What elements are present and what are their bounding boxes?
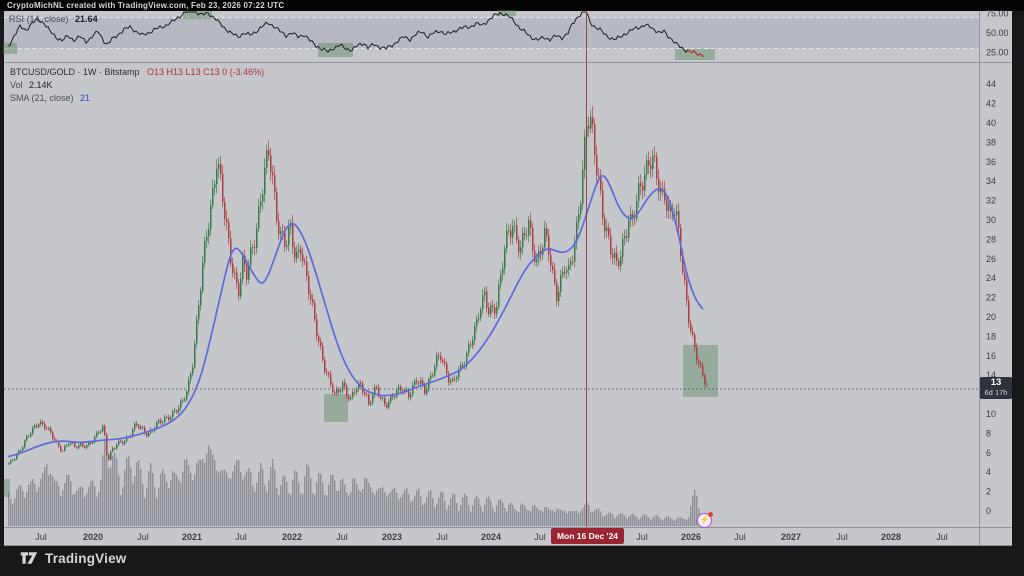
svg-text:24: 24 bbox=[986, 273, 996, 283]
svg-text:28: 28 bbox=[986, 234, 996, 244]
ohlc-values: O13 H13 L13 C13 0 (-3.46%) bbox=[147, 67, 265, 77]
tradingview-logo-text: TradingView bbox=[45, 550, 127, 566]
svg-text:20: 20 bbox=[986, 312, 996, 322]
svg-text:42: 42 bbox=[986, 99, 996, 109]
svg-text:6: 6 bbox=[986, 448, 991, 458]
svg-text:Jul: Jul bbox=[35, 532, 47, 542]
svg-text:50.00: 50.00 bbox=[986, 28, 1009, 38]
svg-text:2021: 2021 bbox=[182, 532, 202, 542]
pane-backgrounds bbox=[4, 11, 1012, 545]
symbol-legend: BTCUSD/GOLD · 1W · Bitstamp O13 H13 L13 … bbox=[10, 66, 264, 105]
pane-borders bbox=[4, 11, 1012, 546]
svg-text:2024: 2024 bbox=[481, 532, 501, 542]
svg-text:36: 36 bbox=[986, 157, 996, 167]
rsi-line-tail bbox=[687, 49, 705, 57]
price-axis[interactable]: 4442403836343230282624222018161412108642… bbox=[986, 9, 1009, 516]
svg-text:0: 0 bbox=[986, 506, 991, 516]
sma-line bbox=[7, 174, 704, 458]
crosshair-date-badge: Mon 16 Dec '24 bbox=[551, 528, 624, 544]
rsi-legend-label: RSI (14, close) bbox=[9, 14, 69, 24]
svg-text:40: 40 bbox=[986, 118, 996, 128]
svg-text:34: 34 bbox=[986, 176, 996, 186]
rsi-legend-value: 21.64 bbox=[75, 14, 98, 24]
notification-dot bbox=[708, 512, 713, 517]
svg-text:Jul: Jul bbox=[936, 532, 948, 542]
volume-row: Vol 2.14K bbox=[10, 79, 264, 92]
volume-value: 2.14K bbox=[29, 80, 53, 90]
sma-label: SMA (21, close) bbox=[10, 93, 74, 103]
svg-text:Jul: Jul bbox=[336, 532, 348, 542]
time-axis[interactable]: Jul 2020 Jul 2021 Jul 2022 Jul 2023 Jul 2024 Jul Ju… bbox=[35, 532, 948, 542]
lightning-glyph: ⚡ bbox=[699, 515, 710, 524]
rsi-band bbox=[4, 17, 979, 49]
last-price: 13 bbox=[990, 377, 1002, 388]
svg-text:2022: 2022 bbox=[282, 532, 302, 542]
last-price-badge: 13 6d 17h bbox=[980, 377, 1012, 399]
svg-text:Jul: Jul bbox=[235, 532, 247, 542]
attribution-text: CryptoMichNL created with TradingView.co… bbox=[7, 1, 285, 10]
svg-text:30: 30 bbox=[986, 215, 996, 225]
svg-text:75.00: 75.00 bbox=[986, 9, 1009, 19]
svg-text:Jul: Jul bbox=[636, 532, 648, 542]
svg-text:Jul: Jul bbox=[436, 532, 448, 542]
svg-text:Jul: Jul bbox=[534, 532, 546, 542]
svg-text:2023: 2023 bbox=[382, 532, 402, 542]
volume-bars bbox=[8, 438, 708, 526]
svg-text:2: 2 bbox=[986, 487, 991, 497]
svg-text:Jul: Jul bbox=[836, 532, 848, 542]
rsi-line bbox=[7, 11, 705, 57]
symbol-title: BTCUSD/GOLD · 1W · Bitstamp bbox=[10, 67, 140, 77]
svg-text:25.00: 25.00 bbox=[986, 47, 1009, 57]
svg-text:2028: 2028 bbox=[881, 532, 901, 542]
svg-text:18: 18 bbox=[986, 331, 996, 341]
svg-text:4: 4 bbox=[986, 467, 991, 477]
tradingview-logo[interactable]: TradingView bbox=[20, 550, 126, 566]
lightning-event-icon[interactable]: ⚡ bbox=[697, 512, 713, 528]
svg-text:10: 10 bbox=[986, 409, 996, 419]
svg-text:32: 32 bbox=[986, 196, 996, 206]
candlesticks bbox=[8, 106, 708, 465]
svg-text:2020: 2020 bbox=[83, 532, 103, 542]
svg-text:44: 44 bbox=[986, 79, 996, 89]
tradingview-logo-icon bbox=[20, 552, 38, 564]
svg-text:Jul: Jul bbox=[137, 532, 149, 542]
svg-text:2026: 2026 bbox=[681, 532, 701, 542]
svg-text:8: 8 bbox=[986, 428, 991, 438]
svg-text:38: 38 bbox=[986, 137, 996, 147]
bar-countdown: 6d 17h bbox=[984, 388, 1008, 397]
sma-row: SMA (21, close) 21 bbox=[10, 92, 264, 105]
symbol-row: BTCUSD/GOLD · 1W · Bitstamp O13 H13 L13 … bbox=[10, 66, 264, 79]
svg-text:2027: 2027 bbox=[781, 532, 801, 542]
svg-text:Jul: Jul bbox=[734, 532, 746, 542]
volume-label: Vol bbox=[10, 80, 23, 90]
attribution-bar: CryptoMichNL created with TradingView.co… bbox=[0, 0, 1024, 11]
sma-value: 21 bbox=[80, 93, 91, 103]
svg-text:14: 14 bbox=[986, 370, 996, 380]
svg-text:22: 22 bbox=[986, 293, 996, 303]
rsi-legend: RSI (14, close) 21.64 bbox=[9, 14, 98, 24]
svg-text:16: 16 bbox=[986, 351, 996, 361]
svg-text:26: 26 bbox=[986, 254, 996, 264]
highlight-boxes bbox=[3, 10, 718, 497]
